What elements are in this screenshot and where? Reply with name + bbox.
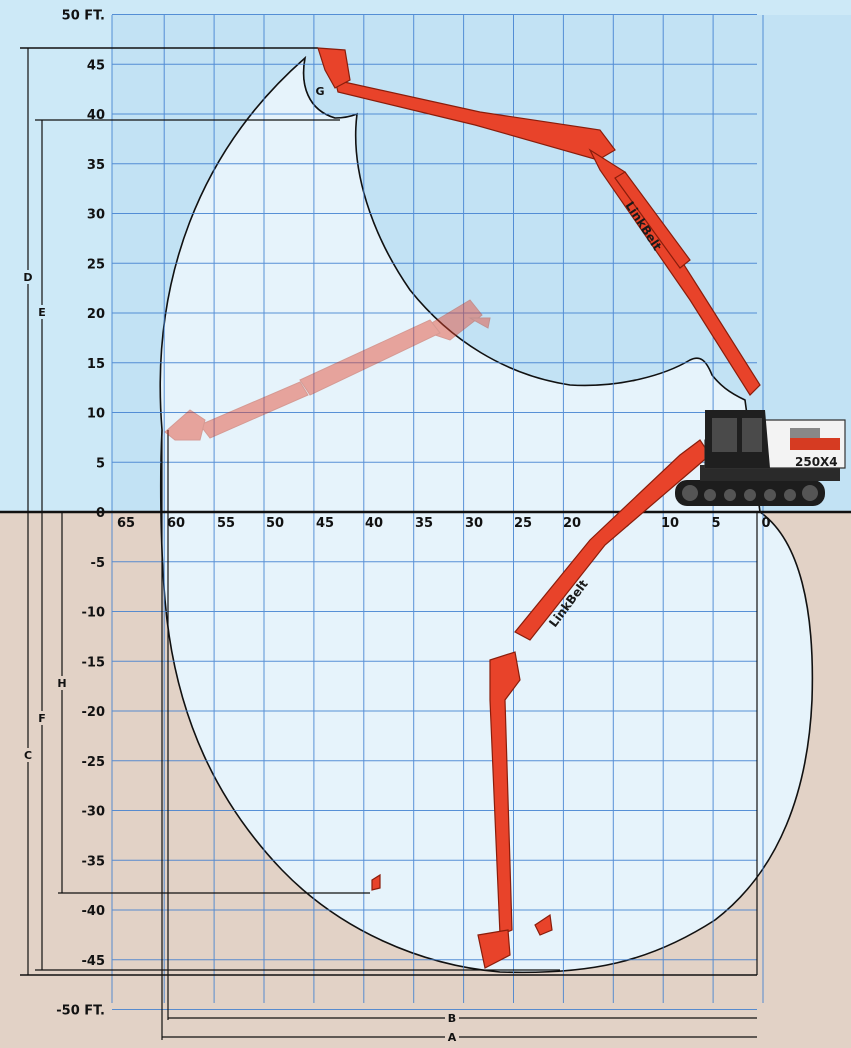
dim-b-bg <box>445 1011 459 1025</box>
x-tick-label: 65 <box>117 516 135 531</box>
y-tick-label: 50 FT. <box>62 9 105 24</box>
excavator-body: 250X4 <box>675 410 846 506</box>
dim-label-g: G <box>315 85 324 98</box>
y-tick-label: -35 <box>82 854 106 869</box>
y-tick-label: -15 <box>82 655 106 670</box>
dim-h-bg <box>56 676 68 690</box>
y-tick-label: 30 <box>87 208 105 223</box>
x-tick-label: 5 <box>711 516 720 531</box>
y-tick-label: -50 FT. <box>56 1004 105 1019</box>
dim-a-bg <box>445 1030 459 1044</box>
dim-label-e: E <box>38 306 46 319</box>
y-tick-label: -25 <box>82 755 106 770</box>
working-range-envelope <box>159 55 814 974</box>
x-tick-label: 45 <box>316 516 334 531</box>
x-tick-label: 20 <box>563 516 581 531</box>
x-tick-label: 55 <box>217 516 235 531</box>
y-tick-label: 40 <box>87 108 105 123</box>
dim-label-b: B <box>448 1012 456 1025</box>
boom-lowered <box>371 439 711 969</box>
x-tick-label: 30 <box>465 516 483 531</box>
dim-label-d: D <box>23 271 32 284</box>
y-tick-label: -5 <box>91 556 105 571</box>
dim-label-c: C <box>24 749 32 762</box>
y-tick-label: 25 <box>87 257 105 272</box>
y-tick-label: -45 <box>82 954 106 969</box>
dim-label-a: A <box>448 1031 457 1044</box>
y-tick-label: 45 <box>87 58 105 73</box>
x-tick-label: 0 <box>761 516 770 531</box>
grid-lines <box>111 14 764 1010</box>
x-tick-label: 60 <box>167 516 185 531</box>
y-tick-label: -30 <box>82 805 106 820</box>
track-rollers <box>682 485 818 501</box>
y-tick-label: 5 <box>96 456 105 471</box>
y-tick-label: 10 <box>87 407 105 422</box>
y-tick-label: -40 <box>82 904 106 919</box>
dim-label-h: H <box>57 677 66 690</box>
y-tick-label: 15 <box>87 357 105 372</box>
cab-window <box>712 418 737 452</box>
envelope-inner-curve <box>303 57 336 119</box>
y-tick-label: 20 <box>87 307 105 322</box>
x-tick-label: 25 <box>514 516 532 531</box>
y-tick-label: -20 <box>82 705 106 720</box>
ghost-arm <box>164 299 491 441</box>
dim-c-bg <box>22 748 34 762</box>
y-tick-label: -10 <box>82 606 106 621</box>
dim-f-bg <box>36 711 48 725</box>
boom-raised <box>317 47 761 396</box>
x-tick-label: 50 <box>266 516 284 531</box>
y-tick-label: 35 <box>87 158 105 173</box>
x-tick-label: 40 <box>365 516 383 531</box>
dim-label-f: F <box>38 712 46 725</box>
x-tick-label: 35 <box>415 516 433 531</box>
x-tick-label: 10 <box>661 516 679 531</box>
dim-d-bg <box>22 270 34 284</box>
y-tick-label: 0 <box>96 506 105 521</box>
model-badge: 250X4 <box>795 455 838 469</box>
dim-e-bg <box>36 305 48 319</box>
y-axis-labels: 50 FT. 45 40 35 30 25 20 15 10 5 0 -5 -10 -15 -20 -25 -3… <box>56 9 105 1019</box>
